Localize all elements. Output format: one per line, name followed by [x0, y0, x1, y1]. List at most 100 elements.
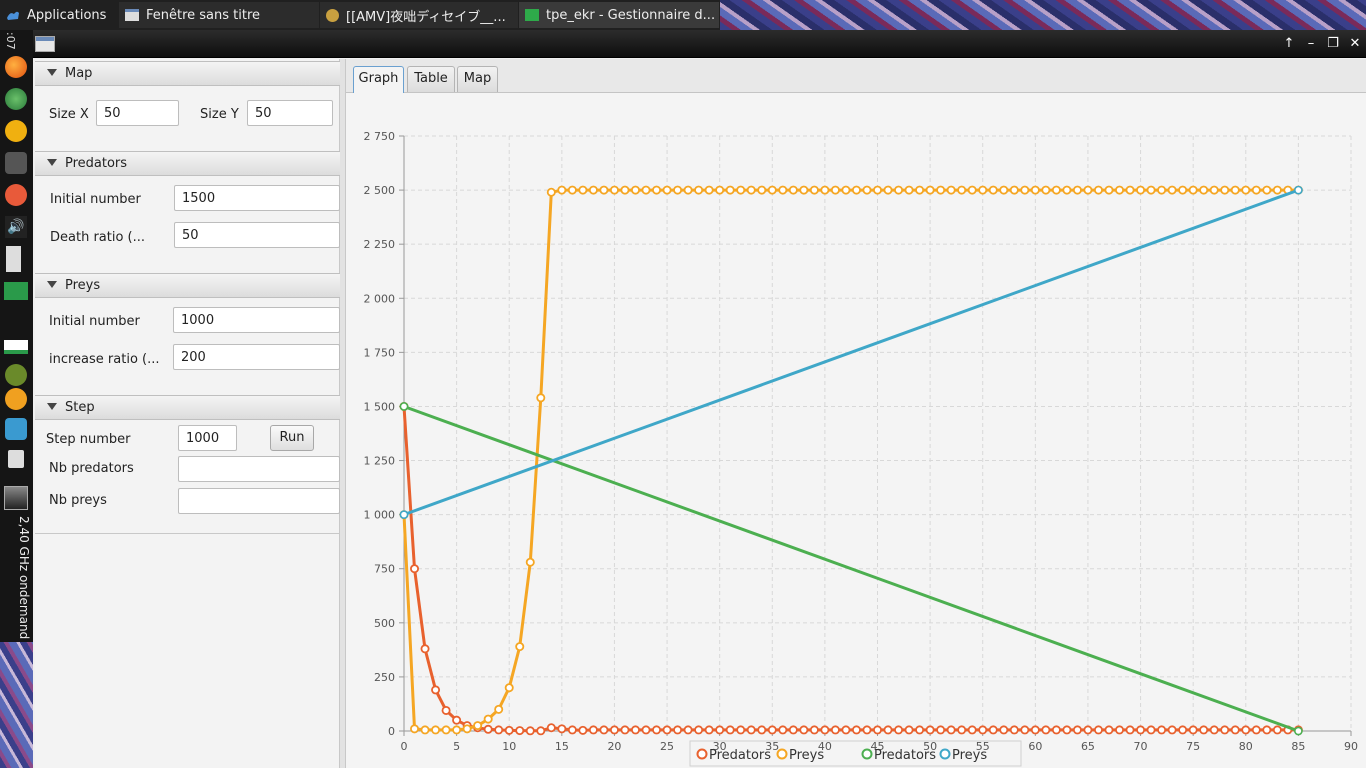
preys-section-header[interactable]: Preys: [35, 273, 340, 298]
preys-initial-input[interactable]: [173, 307, 340, 333]
data-point: [830, 185, 840, 195]
data-point: [494, 725, 504, 735]
notes-icon[interactable]: [5, 418, 27, 440]
data-point: [1136, 185, 1146, 195]
data-point: [546, 187, 556, 197]
legend-entry: Preys: [789, 748, 824, 763]
data-point: [820, 725, 830, 735]
tab-table[interactable]: Table: [407, 66, 455, 92]
data-point: [683, 725, 693, 735]
data-point: [1220, 185, 1230, 195]
tab-graph[interactable]: Graph: [353, 66, 404, 93]
settings-icon[interactable]: [5, 364, 27, 386]
data-point: [1157, 185, 1167, 195]
data-point: [1125, 185, 1135, 195]
data-point: [630, 185, 640, 195]
map-section-header[interactable]: Map: [35, 61, 340, 86]
app-window: ↑ – ❐ ✕ Map Size X Size Y Predators Init…: [33, 30, 1366, 768]
data-point: [504, 683, 514, 693]
step-number-input[interactable]: [178, 425, 237, 451]
step-section-header[interactable]: Step: [35, 395, 340, 420]
x-tick-label: 70: [1134, 740, 1148, 753]
x-tick-label: 30: [713, 740, 727, 753]
data-point: [862, 185, 872, 195]
data-point: [1178, 725, 1188, 735]
y-tick-label: 2 000: [364, 292, 396, 305]
x-tick-label: 0: [401, 740, 408, 753]
x-tick-label: 55: [976, 740, 990, 753]
legend-marker: [861, 748, 873, 760]
data-point: [1241, 725, 1251, 735]
network-icon: [4, 340, 28, 354]
data-point: [1230, 185, 1240, 195]
data-point: [1178, 185, 1188, 195]
taskbar-window-untitled[interactable]: Fenêtre sans titre: [119, 2, 319, 28]
data-point: [725, 725, 735, 735]
media-player-icon[interactable]: [5, 120, 27, 142]
vlc-icon[interactable]: [5, 388, 27, 410]
taskbar-window-file-manager[interactable]: tpe_ekr - Gestionnaire d...: [519, 2, 719, 28]
legend-marker: [696, 748, 708, 760]
data-point: [978, 725, 988, 735]
data-point: [915, 725, 925, 735]
taskbar: Applications Fenêtre sans titre [[AMV]夜咄…: [0, 0, 1366, 30]
data-point: [662, 185, 672, 195]
data-point: [757, 185, 767, 195]
terminal-icon[interactable]: [5, 152, 27, 174]
legend-entry: Predators: [874, 748, 936, 763]
predators-initial-input[interactable]: [174, 185, 340, 211]
bulb-icon[interactable]: [5, 184, 27, 206]
taskbar-window-label: Fenêtre sans titre: [146, 7, 261, 23]
data-point: [557, 724, 567, 734]
applications-menu[interactable]: Applications: [0, 2, 118, 28]
size-x-input[interactable]: [96, 100, 179, 126]
clipboard-icon[interactable]: [8, 450, 24, 468]
data-point: [662, 725, 672, 735]
results-panel: Graph Table Map 0 250 500 750 1 000 1 250 1 50…: [346, 59, 1366, 768]
volume-icon[interactable]: 🔊: [5, 216, 27, 238]
predators-death-label: Death ratio (...: [50, 230, 146, 245]
taskbar-window-label: [[AMV]夜咄ディセイブ__...: [346, 9, 506, 25]
data-point: [694, 185, 704, 195]
nb-preys-field[interactable]: [178, 488, 340, 514]
maximize-button[interactable]: ❐: [1327, 36, 1339, 51]
x-tick-label: 80: [1239, 740, 1253, 753]
firefox-icon[interactable]: [5, 56, 27, 78]
data-point: [799, 725, 809, 735]
data-point: [1115, 725, 1125, 735]
data-point: [715, 185, 725, 195]
data-point: [1157, 725, 1167, 735]
tab-map[interactable]: Map: [457, 66, 498, 92]
data-point: [652, 185, 662, 195]
data-point: [1072, 725, 1082, 735]
minimize-button[interactable]: –: [1307, 36, 1315, 51]
data-point: [399, 510, 409, 520]
chevron-down-icon: [47, 403, 57, 410]
data-point: [588, 185, 598, 195]
data-point: [483, 724, 493, 734]
split-pane-divider[interactable]: [340, 59, 346, 768]
y-tick-label: 0: [388, 725, 395, 738]
data-point: [525, 557, 535, 567]
size-y-input[interactable]: [247, 100, 333, 126]
y-tick-label: 2 500: [364, 184, 396, 197]
taskbar-window-amv[interactable]: [[AMV]夜咄ディセイブ__...: [320, 2, 518, 28]
globe-icon[interactable]: [5, 88, 27, 110]
data-point: [883, 185, 893, 195]
data-point: [609, 725, 619, 735]
data-point: [620, 185, 630, 195]
nb-predators-field[interactable]: [178, 456, 340, 482]
predators-death-input[interactable]: [174, 222, 340, 248]
run-button[interactable]: Run: [270, 425, 314, 451]
data-point: [536, 726, 546, 736]
data-point: [431, 685, 441, 695]
y-tick-label: 1 000: [364, 509, 396, 522]
section-title: Map: [65, 66, 93, 81]
preys-increase-input[interactable]: [173, 344, 340, 370]
taskbar-window-label: tpe_ekr - Gestionnaire d...: [546, 7, 716, 23]
data-point: [936, 185, 946, 195]
predators-section-header[interactable]: Predators: [35, 151, 340, 176]
keep-above-button[interactable]: ↑: [1283, 36, 1295, 51]
close-button[interactable]: ✕: [1349, 36, 1361, 51]
cpu-status-text: 2,40 GHz ondemand shirain: [17, 516, 31, 684]
